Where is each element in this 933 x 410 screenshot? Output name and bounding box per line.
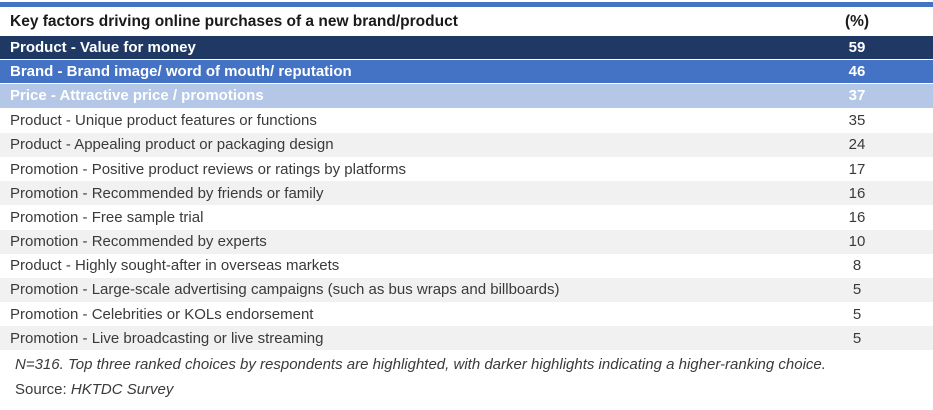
table-row: Promotion - Live broadcasting or live st… — [0, 326, 933, 351]
row-value: 5 — [852, 281, 862, 299]
row-label: Product - Highly sought-after in oversea… — [10, 257, 340, 275]
table-row: Promotion - Recommended by friends or fa… — [0, 181, 933, 206]
key-factors-table: Key factors driving online purchases of … — [0, 7, 933, 351]
source-line: Source: HKTDC Survey — [0, 381, 933, 399]
row-value: 59 — [848, 39, 866, 57]
row-value: 16 — [848, 208, 866, 226]
table-row: Promotion - Large-scale advertising camp… — [0, 277, 933, 303]
row-label: Promotion - Free sample trial — [10, 208, 204, 226]
table-row: Product - Appealing product or packaging… — [0, 132, 933, 157]
row-label: Promotion - Live broadcasting or live st… — [10, 329, 324, 347]
row-value: 37 — [848, 87, 866, 105]
row-label: Product - Value for money — [10, 39, 196, 57]
table-header-row: Key factors driving online purchases of … — [0, 7, 933, 36]
row-label: Brand - Brand image/ word of mouth/ repu… — [10, 63, 352, 81]
top-accent-bar — [0, 2, 933, 7]
table-row: Product - Highly sought-after in oversea… — [0, 254, 933, 278]
source-label: Source: — [15, 381, 67, 399]
row-label: Promotion - Large-scale advertising camp… — [10, 281, 560, 299]
row-value: 10 — [848, 233, 866, 251]
row-value: 17 — [848, 160, 866, 178]
table-row: Promotion - Free sample trial 16 — [0, 205, 933, 229]
table-body: Product - Value for money 59 Brand - Brand… — [0, 36, 933, 351]
table-row: Price - Attractive price / promotions 37 — [0, 84, 933, 109]
table-row: Brand - Brand image/ word of mouth/ repu… — [0, 60, 933, 85]
row-label: Price - Attractive price / promotions — [10, 87, 264, 105]
row-value: 5 — [852, 305, 862, 323]
row-value: 46 — [848, 63, 866, 81]
source-value: HKTDC Survey — [70, 381, 174, 399]
row-value: 16 — [848, 184, 866, 202]
row-label: Promotion - Recommended by experts — [10, 233, 267, 251]
table-row: Promotion - Celebrities or KOLs endorsem… — [0, 302, 933, 326]
footnote: N=316. Top three ranked choices by respo… — [15, 356, 826, 374]
table-row: Promotion - Recommended by experts 10 — [0, 229, 933, 254]
percent-column-header: (%) — [844, 12, 870, 30]
table-row: Promotion - Positive product reviews or … — [0, 157, 933, 181]
table-row: Product - Value for money 59 — [0, 36, 933, 61]
row-value: 24 — [848, 136, 866, 154]
row-label: Promotion - Positive product reviews or … — [10, 160, 406, 178]
table-title: Key factors driving online purchases of … — [10, 12, 458, 30]
row-label: Promotion - Celebrities or KOLs endorsem… — [10, 305, 314, 323]
row-label: Promotion - Recommended by friends or fa… — [10, 184, 324, 202]
row-label: Product - Unique product features or fun… — [10, 112, 317, 130]
row-value: 35 — [848, 112, 866, 130]
row-label: Product - Appealing product or packaging… — [10, 136, 334, 154]
row-value: 5 — [852, 329, 862, 347]
table-row: Product - Unique product features or fun… — [0, 109, 933, 133]
row-value: 8 — [852, 257, 862, 275]
